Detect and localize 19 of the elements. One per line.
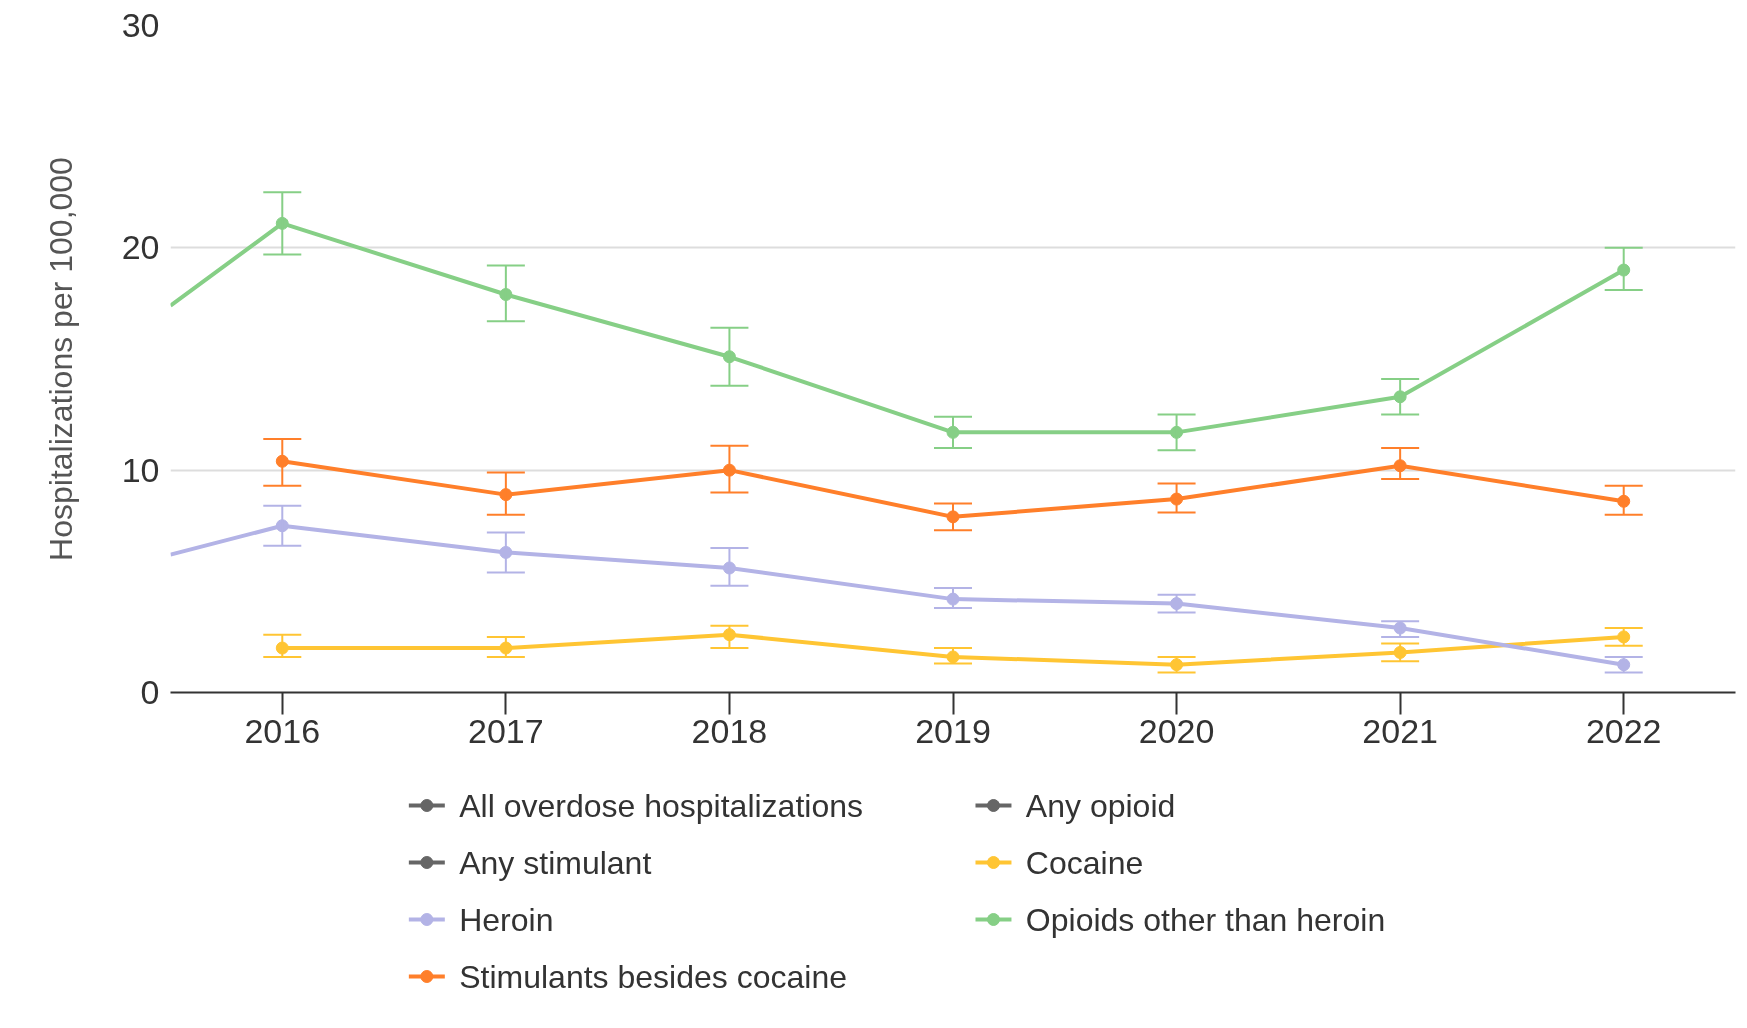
y-tick-label: 0: [140, 673, 160, 711]
legend-label: Stimulants besides cocaine: [459, 958, 847, 995]
legend-label: Opioids other than heroin: [1025, 901, 1386, 938]
y-tick-label: 20: [121, 228, 160, 267]
x-tick-label: 2019: [915, 711, 991, 750]
y-tick-label: 10: [121, 450, 160, 489]
x-tick-label: 2021: [1362, 711, 1438, 750]
legend-label: Cocaine: [1025, 844, 1144, 881]
y-tick-label: 30: [121, 6, 160, 44]
x-tick-label: 2022: [1585, 711, 1662, 750]
x-tick-label: 2018: [691, 711, 768, 750]
x-tick-label: 2016: [244, 711, 321, 750]
x-tick-label: 2017: [468, 711, 544, 750]
legend-label: All overdose hospitalizations: [459, 787, 863, 824]
y-axis-title: Hospitalizations per 100,000: [42, 157, 79, 561]
x-tick-label: 2020: [1138, 711, 1215, 750]
legend-label: Any opioid: [1025, 787, 1176, 824]
legend-label: Any stimulant: [459, 844, 652, 881]
legend-label: Heroin: [459, 901, 554, 938]
